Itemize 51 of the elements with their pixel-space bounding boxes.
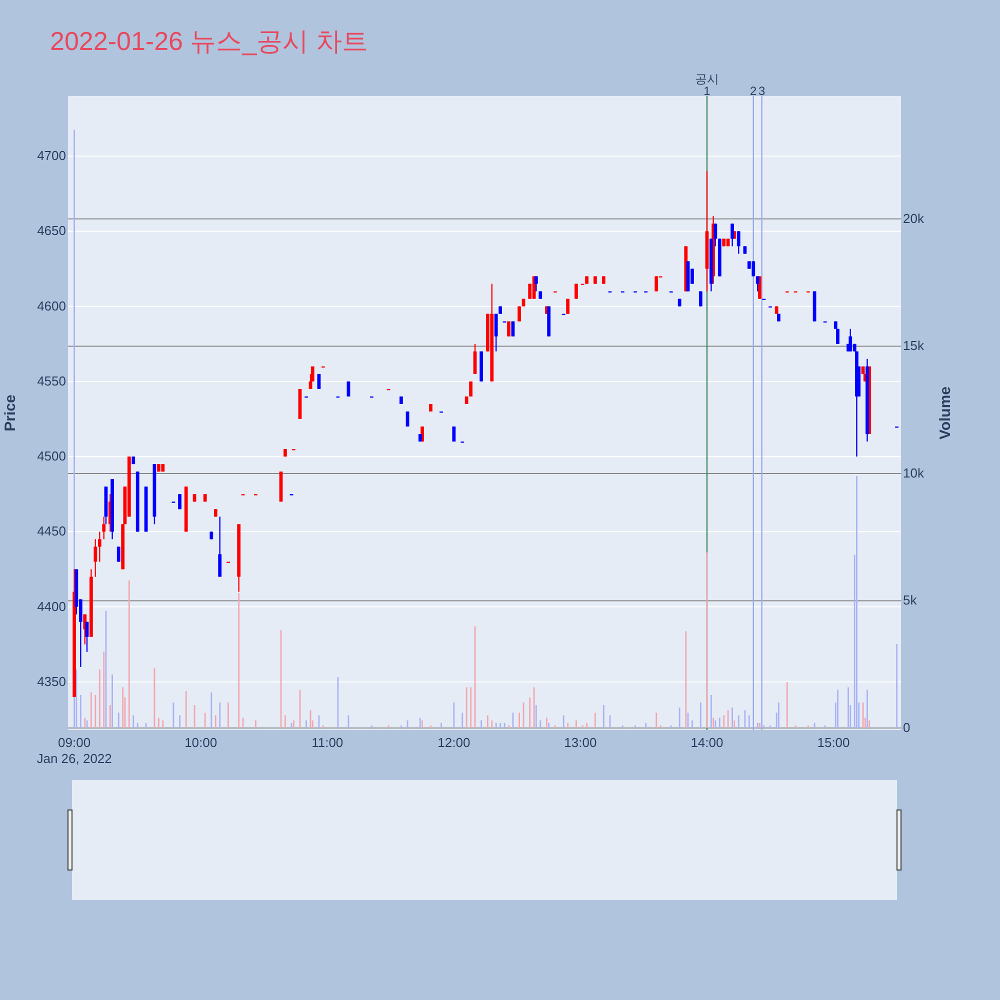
y-tick-label: 4650 (37, 223, 66, 238)
ref-line-label: 2 (750, 84, 758, 98)
x-tick-label: 12:00 (438, 735, 470, 750)
x-tick-label: 11:00 (312, 735, 344, 750)
chart-title: 2022-01-26 뉴스_공시 차트 (50, 26, 368, 56)
y-tick-label: 4700 (37, 148, 66, 164)
y-tick-label: 4350 (37, 674, 66, 689)
ref-line-label: 1 (704, 84, 711, 98)
y2-axis-title: Volume (937, 386, 954, 440)
x-tick-label: 15:00 (817, 735, 850, 750)
y-tick-label: 4550 (37, 373, 66, 388)
candlestick (452, 426, 456, 442)
candlestick (736, 230, 740, 254)
candlestick (574, 283, 578, 300)
candlestick (116, 546, 120, 562)
y-tick-label: 4500 (37, 448, 66, 464)
x-tick-label: 09:00 Jan 26, 2022 (36, 735, 112, 766)
annotation: 공시 (694, 72, 719, 86)
y-tick-label: 4600 (37, 298, 66, 314)
y2-tick-label: 0 (903, 720, 910, 735)
candlestick (752, 260, 756, 277)
y-axis-title: Price (2, 394, 19, 432)
candlestick (469, 380, 472, 398)
candlestick (218, 516, 222, 578)
candlestick (534, 276, 538, 292)
candlestick (518, 306, 521, 322)
candlestick (714, 223, 718, 247)
candlestick (94, 538, 98, 578)
y-tick-label: 4400 (37, 598, 66, 614)
candlestick (566, 298, 570, 314)
candlestick (698, 290, 702, 307)
x-tick-label: 14:00 (690, 735, 724, 750)
candlestick (406, 410, 410, 428)
candlestick (317, 373, 321, 390)
candlestick (178, 494, 182, 510)
candlestick (511, 320, 515, 337)
y-tick-label: 4450 (37, 524, 66, 539)
y2-tick-label: 15k (903, 338, 924, 354)
y2-tick-label: 5k (903, 592, 918, 608)
candlestick (102, 516, 106, 540)
candlestick (494, 313, 498, 352)
candlestick (346, 380, 350, 398)
ref-line-label: 3 (758, 84, 766, 98)
candlestick (98, 531, 102, 562)
candlestick (507, 320, 510, 337)
x-tick-label: 10:00 (184, 735, 218, 750)
y2-tick-label: 20k (903, 210, 924, 226)
candlestick (654, 276, 658, 292)
x-tick-label: 13:00 (564, 735, 597, 750)
y2-tick-label: 10k (903, 465, 924, 480)
candlestick (756, 276, 760, 292)
